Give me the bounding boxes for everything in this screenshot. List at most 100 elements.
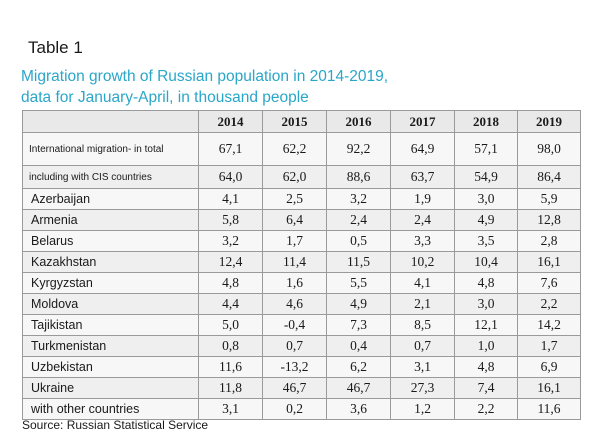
row-label: Moldova [22, 293, 199, 315]
cell-value: 62,0 [262, 165, 327, 189]
cell-value: 11,8 [198, 377, 263, 399]
cell-value: 3,6 [326, 398, 391, 420]
cell-value: 1,9 [390, 188, 455, 210]
year-header: 2017 [390, 110, 455, 133]
year-header: 2016 [326, 110, 391, 133]
cell-value: 0,7 [390, 335, 455, 357]
cell-value: 88,6 [326, 165, 391, 189]
row-label: Kyrgyzstan [22, 272, 199, 294]
cell-value: 67,1 [198, 132, 263, 166]
cell-value: 3,2 [198, 230, 263, 252]
row-label: Tajikistan [22, 314, 199, 336]
table-row: Kazakhstan 12,4 11,4 11,5 10,2 10,4 16,1 [22, 251, 581, 273]
cell-value: 2,2 [517, 293, 581, 315]
cell-value: 5,8 [198, 209, 263, 231]
cell-value: 12,4 [198, 251, 263, 273]
cell-value: 11,5 [326, 251, 391, 273]
row-label: Uzbekistan [22, 356, 199, 378]
cell-value: 6,9 [517, 356, 581, 378]
year-header: 2015 [262, 110, 327, 133]
table-row: with other countries 3,1 0,2 3,6 1,2 2,2… [22, 398, 581, 420]
table-row: Turkmenistan 0,8 0,7 0,4 0,7 1,0 1,7 [22, 335, 581, 357]
cell-value: 4,1 [198, 188, 263, 210]
cell-value: 4,9 [454, 209, 518, 231]
cell-value: 4,6 [262, 293, 327, 315]
cell-value: 3,0 [454, 188, 518, 210]
cell-value: 4,8 [198, 272, 263, 294]
cell-value: 1,7 [517, 335, 581, 357]
cell-value: 1,0 [454, 335, 518, 357]
cell-value: 2,4 [326, 209, 391, 231]
row-label: Ukraine [22, 377, 199, 399]
table-title-line-1: Migration growth of Russian population i… [21, 68, 389, 85]
table-row: Tajikistan 5,0 -0,4 7,3 8,5 12,1 14,2 [22, 314, 581, 336]
cell-value: 0,8 [198, 335, 263, 357]
cell-value: 10,2 [390, 251, 455, 273]
cell-value: 4,1 [390, 272, 455, 294]
cell-value: 5,0 [198, 314, 263, 336]
cell-value: 3,3 [390, 230, 455, 252]
cell-value: 6,2 [326, 356, 391, 378]
cell-value: 4,8 [454, 356, 518, 378]
row-label: Azerbaijan [22, 188, 199, 210]
cell-value: 12,1 [454, 314, 518, 336]
cell-value: 1,6 [262, 272, 327, 294]
cell-value: 11,6 [517, 398, 581, 420]
cell-value: 5,5 [326, 272, 391, 294]
cell-value: 2,4 [390, 209, 455, 231]
row-label: including with CIS countries [22, 165, 199, 189]
cell-value: 4,9 [326, 293, 391, 315]
row-label: Turkmenistan [22, 335, 199, 357]
cell-value: 98,0 [517, 132, 581, 166]
cell-value: 63,7 [390, 165, 455, 189]
row-label: Kazakhstan [22, 251, 199, 273]
cell-value: 1,7 [262, 230, 327, 252]
cell-value: 57,1 [454, 132, 518, 166]
migration-table: 2014 2015 2016 2017 2018 2019 Internatio… [22, 110, 581, 420]
cell-value: 46,7 [262, 377, 327, 399]
cell-value: 5,9 [517, 188, 581, 210]
cell-value: 0,5 [326, 230, 391, 252]
cell-value: 46,7 [326, 377, 391, 399]
cell-value: 2,1 [390, 293, 455, 315]
cell-value: 0,2 [262, 398, 327, 420]
cell-value: 14,2 [517, 314, 581, 336]
year-header: 2018 [454, 110, 518, 133]
cell-value: 8,5 [390, 314, 455, 336]
cell-value: 4,8 [454, 272, 518, 294]
table-row: Moldova 4,4 4,6 4,9 2,1 3,0 2,2 [22, 293, 581, 315]
table-row: Azerbaijan 4,1 2,5 3,2 1,9 3,0 5,9 [22, 188, 581, 210]
cell-value: 64,9 [390, 132, 455, 166]
cell-value: 86,4 [517, 165, 581, 189]
table-row: Belarus 3,2 1,7 0,5 3,3 3,5 2,8 [22, 230, 581, 252]
cell-value: 0,7 [262, 335, 327, 357]
cell-value: 2,5 [262, 188, 327, 210]
cell-value: 0,4 [326, 335, 391, 357]
cell-value: 92,2 [326, 132, 391, 166]
row-label: Armenia [22, 209, 199, 231]
row-label: International migration- in total [22, 132, 199, 166]
cell-value: 54,9 [454, 165, 518, 189]
cell-value: 2,2 [454, 398, 518, 420]
table-row: International migration- in total 67,1 6… [22, 132, 581, 166]
year-header: 2014 [198, 110, 263, 133]
cell-value: 3,1 [390, 356, 455, 378]
cell-value: 11,6 [198, 356, 263, 378]
table-row: including with CIS countries 64,0 62,0 8… [22, 165, 581, 189]
cell-value: 16,1 [517, 251, 581, 273]
cell-value: 10,4 [454, 251, 518, 273]
table-row: Kyrgyzstan 4,8 1,6 5,5 4,1 4,8 7,6 [22, 272, 581, 294]
cell-value: 1,2 [390, 398, 455, 420]
table-title: Migration growth of Russian population i… [21, 66, 388, 108]
cell-value: 27,3 [390, 377, 455, 399]
cell-value: -13,2 [262, 356, 327, 378]
table-row: Armenia 5,8 6,4 2,4 2,4 4,9 12,8 [22, 209, 581, 231]
cell-value: 7,6 [517, 272, 581, 294]
cell-value: 12,8 [517, 209, 581, 231]
cell-value: -0,4 [262, 314, 327, 336]
cell-value: 64,0 [198, 165, 263, 189]
header-corner [22, 110, 199, 133]
cell-value: 7,3 [326, 314, 391, 336]
cell-value: 7,4 [454, 377, 518, 399]
cell-value: 3,2 [326, 188, 391, 210]
